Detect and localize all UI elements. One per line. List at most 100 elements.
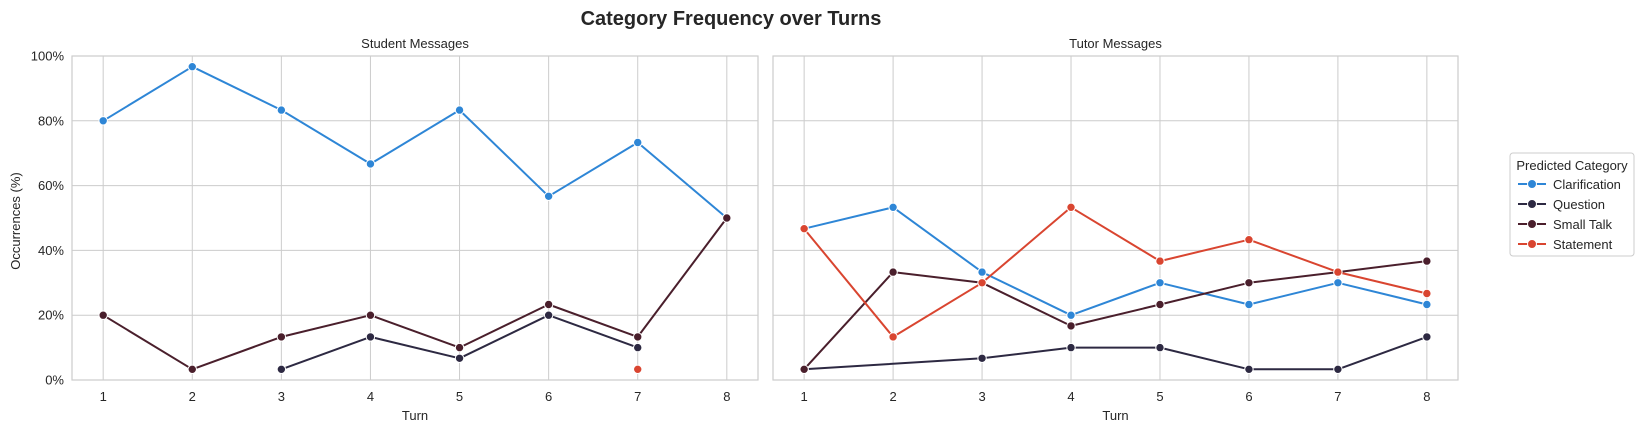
tutor-question-point [1155, 342, 1165, 353]
y-axis-label: Occurrences (%) [8, 172, 23, 270]
student-question-point [454, 353, 465, 363]
student-clarification-line [102, 65, 728, 219]
student-x-tick-label: 3 [278, 389, 285, 404]
student-small-talk-point [454, 342, 465, 353]
tutor-axes-frame [772, 55, 1459, 381]
tutor-statement-point [1333, 267, 1343, 277]
student-x-tick-label: 6 [545, 389, 552, 404]
legend-label: Statement [1553, 237, 1613, 252]
student-y-tick-label: 0% [45, 373, 64, 388]
student-clarification-point [365, 159, 376, 169]
legend-frame [1509, 152, 1635, 257]
tutor-clarification-point [1244, 299, 1254, 310]
tutor-question-point [977, 353, 987, 363]
tutor-series-question [799, 332, 1432, 375]
tutor-question-point [1422, 332, 1432, 342]
tutor-small-talk-point [799, 364, 809, 375]
tutor-x-tick-label: 3 [978, 389, 985, 404]
tutor-x-tick-label: 1 [801, 389, 808, 404]
tutor-clarification-point [1066, 310, 1076, 320]
student-x-tick-label: 2 [189, 389, 196, 404]
student-clarification-point [276, 105, 287, 115]
tutor-clarification-point [1333, 278, 1343, 288]
legend-item-statement: Statement [1518, 237, 1613, 252]
student-clarification-point [98, 116, 108, 126]
student-small-talk-point [722, 213, 732, 223]
tutor-small-talk-point [1066, 321, 1076, 331]
student-small-talk-point [633, 332, 643, 342]
student-x-tick-label: 5 [456, 389, 463, 404]
student-x-tick-label: 4 [367, 389, 374, 404]
student-series-clarification [98, 61, 732, 223]
student-question-point [365, 332, 376, 342]
tutor-small-talk-point [888, 267, 898, 277]
figure-title: Category Frequency over Turns [581, 8, 882, 30]
student-clarification-point [454, 105, 465, 115]
legend-item-small-talk: Small Talk [1518, 217, 1613, 232]
legend-label: Small Talk [1553, 217, 1613, 232]
student-y-tick-label: 60% [38, 178, 64, 193]
legend-swatch-marker [1527, 239, 1537, 249]
tutor-small-talk-point [1422, 256, 1432, 266]
tutor-question-point [1244, 364, 1254, 375]
tutor-panel-title: Tutor Messages [1069, 36, 1162, 51]
student-question-point [543, 310, 554, 320]
tutor-statement-point [1155, 256, 1165, 266]
tutor-clarification-point [1422, 299, 1432, 310]
legend-swatch-marker [1527, 179, 1537, 189]
student-question-point [633, 342, 643, 353]
tutor-x-tick-label: 2 [889, 389, 896, 404]
tutor-question-line [804, 335, 1428, 371]
student-statement-point [633, 364, 643, 375]
tutor-statement-point [1244, 235, 1254, 245]
legend-item-clarification: Clarification [1518, 177, 1621, 192]
student-small-talk-point [276, 332, 287, 342]
legend-swatch-marker [1527, 219, 1537, 229]
student-clarification-point [633, 137, 643, 148]
tutor-clarification-point [1155, 278, 1165, 288]
student-y-tick-label: 100% [31, 49, 65, 64]
tutor-question-point [1066, 342, 1076, 353]
student-x-tick-label: 1 [100, 389, 107, 404]
legend: Predicted Category Clarification Question… [1509, 152, 1635, 257]
student-small-talk-point [187, 364, 197, 375]
legend-label: Question [1553, 197, 1605, 212]
student-x-tick-label: 8 [723, 389, 730, 404]
student-small-talk-line [102, 217, 728, 371]
tutor-x-tick-label: 7 [1334, 389, 1341, 404]
student-small-talk-point [98, 310, 108, 320]
student-small-talk-point [365, 310, 376, 320]
tutor-statement-point [888, 332, 898, 342]
tutor-statement-line [803, 206, 1428, 338]
student-axes-frame [71, 55, 759, 381]
student-y-tick-label: 20% [38, 308, 64, 323]
student-clarification-point [187, 61, 197, 72]
student-small-talk-point [543, 299, 554, 310]
tutor-clarification-line [803, 206, 1428, 317]
student-panel-title: Student Messages [361, 36, 469, 51]
legend-swatch-marker [1527, 199, 1537, 209]
student-question-point [276, 364, 287, 375]
tutor-question-point [1333, 364, 1343, 375]
legend-label: Clarification [1553, 177, 1621, 192]
tutor-series-statement [799, 202, 1432, 342]
student-series-statement [633, 364, 643, 375]
student-y-tick-label: 80% [38, 113, 64, 128]
legend-item-question: Question [1518, 197, 1605, 212]
tutor-statement-point [1066, 202, 1076, 213]
tutor-x-tick-label: 5 [1156, 389, 1163, 404]
tutor-x-tick-label: 4 [1067, 389, 1074, 404]
tutor-statement-point [1422, 288, 1432, 299]
tutor-series-clarification [799, 202, 1432, 320]
tutor-x-tick-label: 8 [1423, 389, 1430, 404]
tutor-statement-point [977, 278, 987, 288]
student-series-question [276, 310, 643, 375]
student-x-tick-label: 7 [634, 389, 641, 404]
tutor-clarification-point [888, 202, 898, 213]
tutor-x-tick-label: 6 [1245, 389, 1252, 404]
student-series-small-talk [98, 213, 732, 375]
tutor-small-talk-point [1244, 278, 1254, 288]
tutor-statement-point [799, 223, 809, 234]
legend-title: Predicted Category [1516, 158, 1628, 173]
